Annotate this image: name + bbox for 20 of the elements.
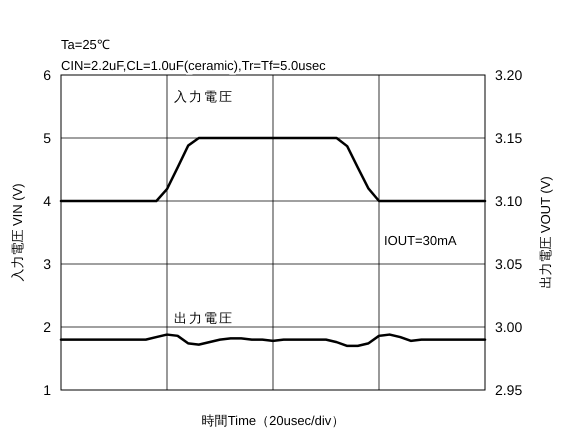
series-label: 出力電圧 [174, 310, 234, 326]
y2-tick-label: 3.15 [495, 130, 522, 146]
y2-tick-label: 3.20 [495, 67, 522, 83]
y2-axis-title: 出力電圧 VOUT (V) [538, 176, 553, 289]
y-tick-label: 6 [43, 67, 52, 83]
y-tick-label: 3 [43, 256, 52, 272]
y-tick-label: 4 [43, 193, 52, 209]
y2-tick-label: 3.05 [495, 256, 522, 272]
y-tick-label: 5 [43, 130, 52, 146]
y2-tick-label: 3.00 [495, 319, 522, 335]
text: 入力電圧 [174, 89, 234, 104]
x-axis-title: 時間Time（20usec/div） [202, 413, 344, 428]
y2-tick-label: 2.95 [495, 382, 522, 398]
y-tick-label: 1 [43, 382, 52, 398]
y-axis-title: 入力電圧 VIN (V) [10, 183, 25, 282]
text: Ta=25℃ [61, 37, 110, 52]
text: CIN=2.2uF,CL=1.0uF(ceramic),Tr=Tf=5.0usec [61, 58, 326, 73]
y-tick-label: 2 [43, 319, 52, 335]
annotation: IOUT=30mA [384, 233, 457, 248]
y2-tick-label: 3.10 [495, 193, 522, 209]
